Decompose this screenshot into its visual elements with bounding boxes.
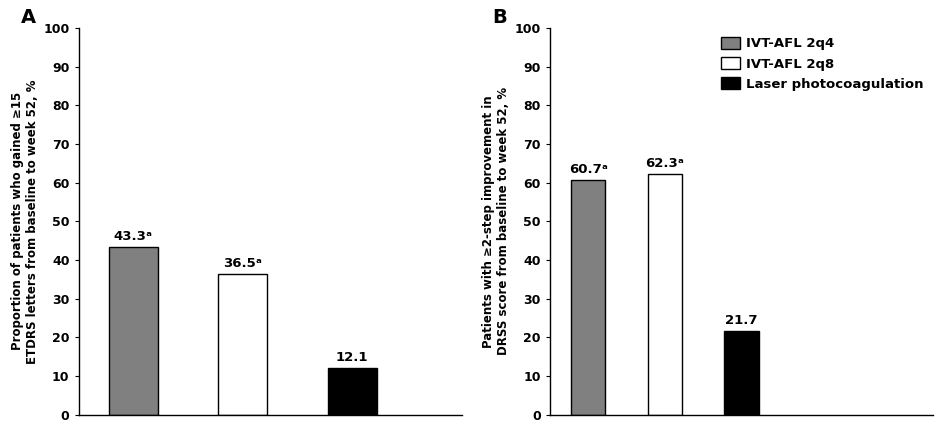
Text: A: A [21,9,36,27]
Text: 21.7: 21.7 [725,314,758,327]
Bar [648,174,682,415]
Text: 43.3ᵃ: 43.3ᵃ [114,230,153,243]
Text: 60.7ᵃ: 60.7ᵃ [568,163,608,176]
Y-axis label: Patients with ≥2-step improvement in
DRSS score from baseline to week 52, %: Patients with ≥2-step improvement in DRS… [482,87,511,355]
Legend: IVT-AFL 2q4, IVT-AFL 2q8, Laser photocoagulation: IVT-AFL 2q4, IVT-AFL 2q8, Laser photocoa… [718,34,926,93]
Text: 62.3ᵃ: 62.3ᵃ [646,157,684,170]
Text: 36.5ᵃ: 36.5ᵃ [224,257,262,270]
Text: 12.1: 12.1 [336,351,368,364]
Bar [328,368,377,415]
Text: B: B [493,9,507,27]
Y-axis label: Proportion of patients who gained ≥15
ETDRS letters from baseline to week 52, %: Proportion of patients who gained ≥15 ET… [11,79,39,364]
Bar [571,180,605,415]
Bar [218,273,267,415]
Bar [109,247,158,415]
Bar [724,331,759,415]
